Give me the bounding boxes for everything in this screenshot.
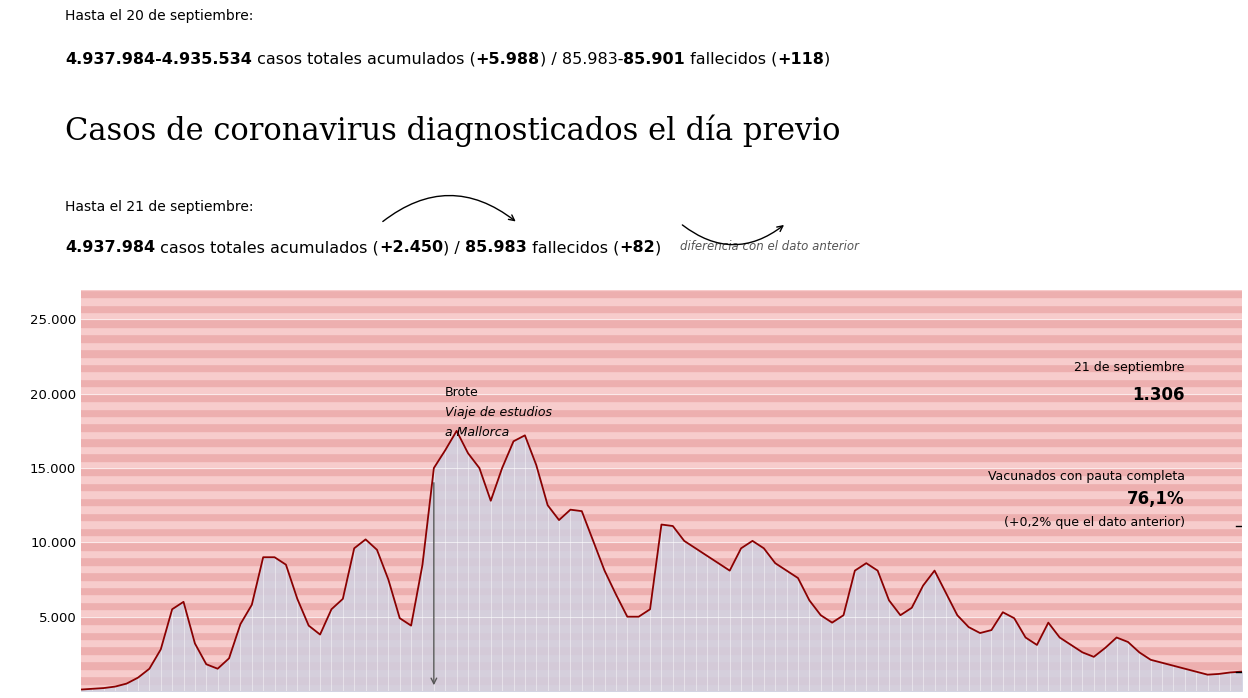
Bar (81, 520, 1242, 528)
Bar (81, 438, 1242, 446)
Bar (81, 475, 1242, 483)
Bar (81, 364, 1242, 371)
Bar (81, 505, 1242, 512)
Bar (81, 282, 1242, 290)
Bar (81, 468, 1242, 475)
Text: 85.901: 85.901 (623, 52, 685, 66)
Bar (81, 639, 1242, 646)
Bar (81, 297, 1242, 304)
Text: 4.937.984: 4.937.984 (65, 240, 155, 255)
Bar (81, 550, 1242, 557)
Text: ) /: ) / (443, 240, 464, 255)
Text: diferencia con el dato anterior: diferencia con el dato anterior (680, 240, 859, 253)
Bar (81, 401, 1242, 408)
Bar (81, 498, 1242, 505)
Bar (81, 528, 1242, 535)
Text: Viaje de estudios: Viaje de estudios (446, 406, 553, 419)
Bar (81, 424, 1242, 431)
Text: Vacunados con pauta completa: Vacunados con pauta completa (988, 470, 1184, 483)
Bar (81, 683, 1242, 691)
Bar (81, 446, 1242, 453)
Bar (81, 661, 1242, 669)
Bar (81, 535, 1242, 542)
Bar (81, 654, 1242, 661)
Bar (81, 557, 1242, 565)
Bar (81, 290, 1242, 297)
Bar (81, 357, 1242, 364)
Bar (81, 349, 1242, 357)
Bar (81, 624, 1242, 632)
Text: 21 de septiembre: 21 de septiembre (1075, 362, 1184, 374)
Bar (81, 595, 1242, 602)
Bar (81, 512, 1242, 520)
Bar (81, 334, 1242, 342)
Bar (81, 320, 1242, 327)
Text: Hasta el 20 de septiembre:: Hasta el 20 de septiembre: (65, 8, 253, 22)
Text: Hasta el 21 de septiembre:: Hasta el 21 de septiembre: (65, 200, 253, 214)
Bar (81, 342, 1242, 349)
Bar (81, 572, 1242, 579)
Text: fallecidos (: fallecidos ( (685, 52, 778, 66)
Bar (81, 327, 1242, 334)
Bar (81, 617, 1242, 624)
Text: +82: +82 (619, 240, 655, 255)
Bar (81, 461, 1242, 468)
Text: 76,1%: 76,1% (1127, 490, 1184, 507)
Bar (81, 632, 1242, 639)
Text: (+0,2% que el dato anterior): (+0,2% que el dato anterior) (1003, 516, 1184, 529)
Text: +2.450: +2.450 (379, 240, 443, 255)
Text: Casos de coronavirus diagnosticados el día previo: Casos de coronavirus diagnosticados el d… (65, 114, 840, 147)
Bar (81, 669, 1242, 676)
Text: 85.983: 85.983 (464, 240, 527, 255)
Bar (81, 453, 1242, 461)
Bar (81, 386, 1242, 394)
Text: ): ) (655, 240, 661, 255)
Text: fallecidos (: fallecidos ( (527, 240, 619, 255)
Bar (81, 587, 1242, 595)
Bar (81, 394, 1242, 401)
Bar (81, 379, 1242, 386)
Bar (81, 483, 1242, 491)
Bar (81, 312, 1242, 320)
Text: Brote: Brote (446, 386, 479, 399)
Text: a Mallorca: a Mallorca (446, 426, 509, 440)
Bar (81, 579, 1242, 587)
Text: casos totales acumulados (: casos totales acumulados ( (252, 52, 475, 66)
Bar (81, 371, 1242, 379)
Bar (81, 304, 1242, 312)
Bar (81, 602, 1242, 609)
Bar (81, 609, 1242, 617)
Bar (81, 676, 1242, 683)
Bar (81, 565, 1242, 572)
Text: casos totales acumulados (: casos totales acumulados ( (155, 240, 379, 255)
Bar (81, 646, 1242, 654)
Text: +5.988: +5.988 (475, 52, 539, 66)
Bar (81, 408, 1242, 416)
Bar (81, 542, 1242, 550)
Text: 4.937.984-4.935.534: 4.937.984-4.935.534 (65, 52, 252, 66)
Text: ): ) (824, 52, 830, 66)
Bar (81, 491, 1242, 498)
Text: ) / 85.983-: ) / 85.983- (539, 52, 623, 66)
Bar (81, 431, 1242, 438)
Text: 1.306: 1.306 (1132, 386, 1184, 403)
Bar (81, 416, 1242, 424)
Text: +118: +118 (778, 52, 824, 66)
